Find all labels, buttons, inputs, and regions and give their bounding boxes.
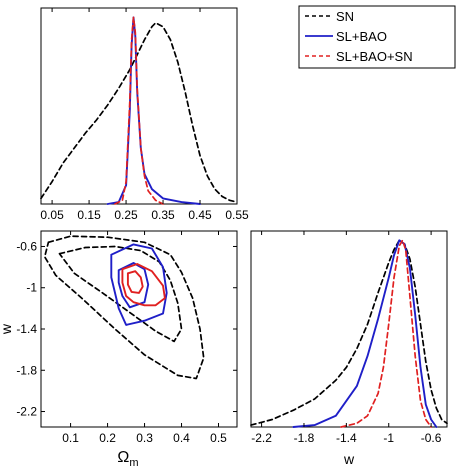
- omega-m-posterior-sn-curve-0: [40, 22, 238, 203]
- omega-m-w-contours-sl_bao-outer-2: [110, 243, 168, 326]
- y-axis-label-w: w: [0, 323, 14, 335]
- legend-label-sl-bao-sn: SL+BAO+SN: [336, 49, 413, 64]
- x-axis-label-w: w: [343, 451, 355, 467]
- omega-m-w-contours-x-tick-label-0: 0.1: [62, 431, 79, 445]
- w-posterior-x-tick-label-0: -2.2: [251, 431, 272, 445]
- x-axis-label-omega-m: Ωm: [117, 449, 138, 469]
- omega-m-w-contours-x-tick-label-2: 0.3: [136, 431, 153, 445]
- legend-label-sn: SN: [336, 9, 354, 24]
- omega-m-w-contours-y-tick-label-0: -0.6: [16, 239, 37, 253]
- omega-m-w-contours-y-tick-label-4: -2.2: [16, 405, 37, 419]
- omega-m-posterior-x-tick-label-3: 0.35: [151, 208, 175, 222]
- omega-m-w-contours-y-tick-label-3: -1.8: [16, 363, 37, 377]
- legend-box: [298, 5, 456, 69]
- omega-m-w-contours-sl_bao_sn-outer-4: [121, 263, 166, 307]
- w-posterior-x-tick-label-2: -1.4: [336, 431, 357, 445]
- omega-m-posterior-x-tick-label-0: 0.05: [40, 208, 64, 222]
- omega-m-w-contours-x-tick-label-4: 0.5: [210, 431, 227, 445]
- omega-m-w-contours-y-tick-label-2: -1.4: [16, 322, 37, 336]
- w-posterior-sl_bao-curve-1: [292, 239, 438, 428]
- omega-m-w-contours-x-tick-label-1: 0.2: [99, 431, 116, 445]
- w-posterior-x-tick-label-1: -1.8: [294, 431, 315, 445]
- legend-label-sl-bao: SL+BAO: [336, 29, 387, 44]
- omega-m-w-contours-x-tick-label-3: 0.4: [173, 431, 190, 445]
- omega-m-posterior-panel: [40, 7, 238, 205]
- omega-m-w-contours-sn-inner-1: [58, 245, 183, 343]
- w-posterior-x-tick-label-3: -1: [383, 431, 394, 445]
- omega-m-posterior-sl_bao_sn-curve-2: [114, 16, 164, 205]
- w-posterior-x-tick-label-4: -0.6: [421, 431, 442, 445]
- omega-m-w-contours-sl_bao_sn-inner-5: [126, 270, 144, 294]
- omega-m-w-contours-y-tick-label-1: -1: [26, 281, 37, 295]
- omega-m-posterior-x-tick-label-2: 0.25: [114, 208, 138, 222]
- omega-m-w-contours-sl_bao-inner-3: [117, 262, 150, 309]
- axis-ticks: 0.05 0.15 0.25 0.35 0.45 0.55 0.1 0.2 0.3 0.4 0.5 -…: [16, 8, 442, 445]
- omega-m-posterior-series: [40, 16, 238, 205]
- omega-m-posterior-x-tick-label-4: 0.45: [188, 208, 212, 222]
- omega-m-w-contours-sn-outer-0: [43, 235, 205, 380]
- omega-m-posterior-x-tick-label-5: 0.55: [225, 208, 249, 222]
- w-posterior-sn-curve-0: [250, 239, 448, 426]
- w-posterior-series: [250, 239, 448, 428]
- omega-m-posterior-x-tick-label-1: 0.15: [77, 208, 101, 222]
- omega-m-posterior-sl_bao-curve-1: [106, 16, 201, 205]
- w-posterior-sl_bao_sn-curve-2: [340, 239, 432, 428]
- legend: SN SL+BAO SL+BAO+SN: [298, 5, 456, 69]
- omega-m-w-contour-panel: [40, 230, 238, 428]
- w-posterior-panel: [250, 230, 448, 428]
- omega-m-w-contours: [43, 235, 205, 380]
